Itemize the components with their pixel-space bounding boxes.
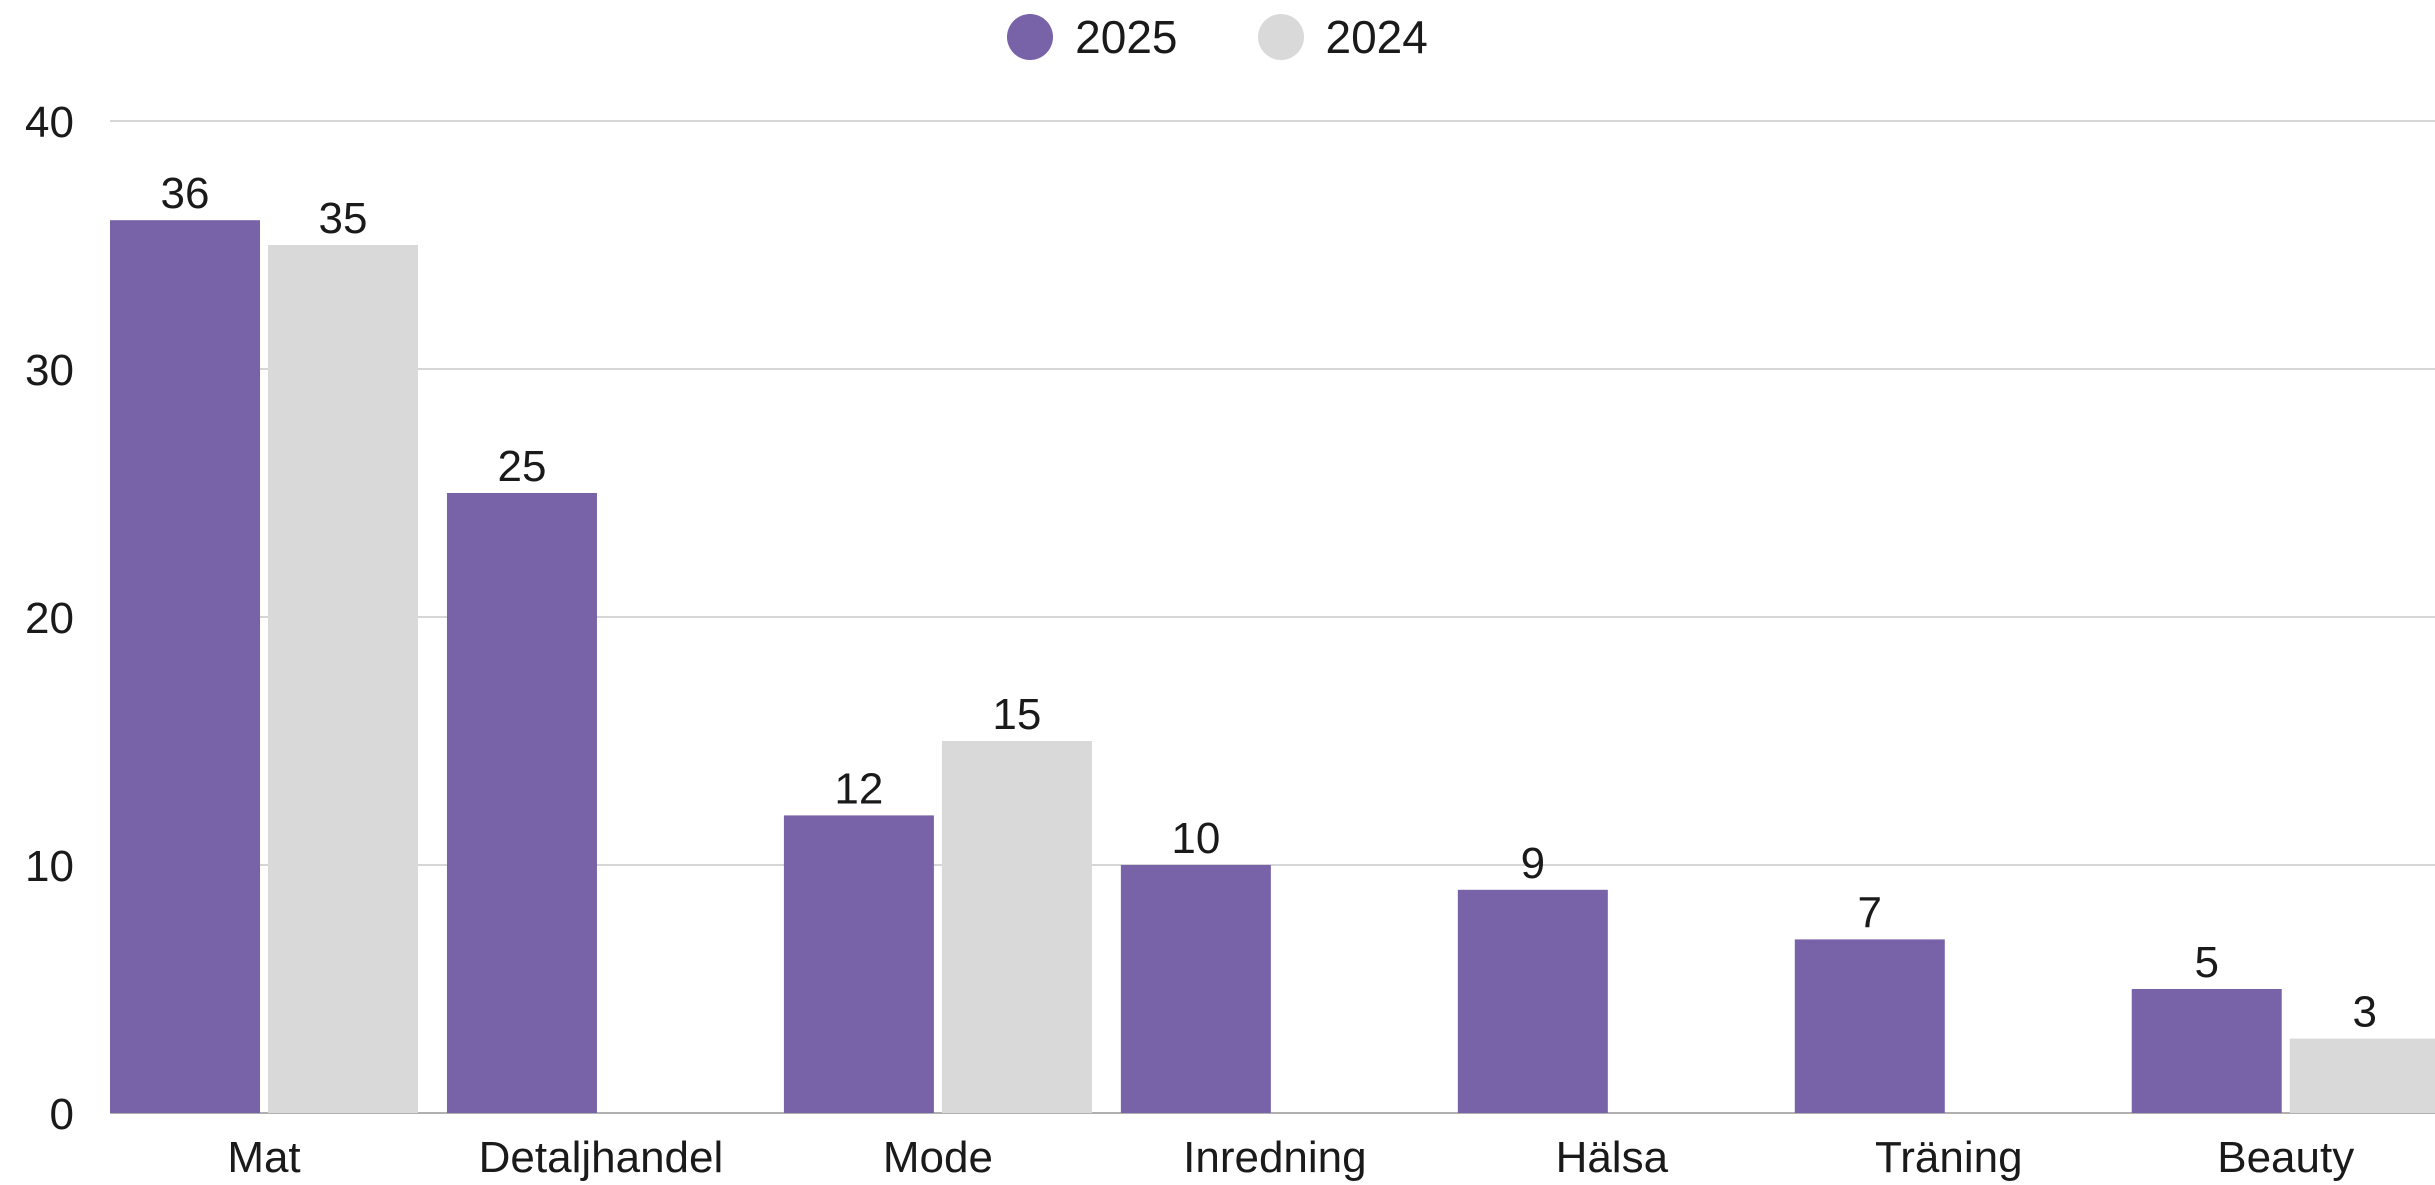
legend: 2025 2024 [0,10,2435,64]
bar-2025-Mode [783,815,934,1113]
x-tick-label: Mat [227,1133,300,1182]
y-tick-label: 10 [25,842,74,891]
y-tick-label: 20 [25,594,74,643]
y-tick-label: 0 [50,1090,74,1139]
y-tick-label: 30 [25,346,74,395]
legend-item-2024[interactable]: 2024 [1257,10,1428,64]
x-tick-label: Detaljhandel [479,1133,724,1182]
bar-2025-Träning [1794,939,1945,1113]
bar-2025-Beauty [2131,989,2282,1113]
x-tick-label: Träning [1875,1133,2023,1182]
bar-2025-Inredning [1120,865,1271,1113]
bar-2024-Mat [268,245,418,1113]
data-label: 25 [497,442,546,491]
data-label: 3 [2352,988,2376,1037]
legend-swatch-2024 [1257,14,1304,60]
bar-2024-Mode [941,741,1092,1113]
bar-2025-Hälsa [1457,889,1608,1113]
data-label: 12 [834,764,883,813]
legend-item-2025[interactable]: 2025 [1007,10,1178,64]
legend-swatch-2025 [1007,14,1054,60]
x-tick-label: Beauty [2217,1133,2354,1182]
x-tick-label: Mode [883,1133,993,1182]
data-label: 36 [161,169,210,218]
legend-label-2025: 2025 [1075,11,1178,63]
data-label: 15 [992,690,1041,739]
data-label: 5 [2194,938,2218,987]
bar-2025-Detaljhandel [446,493,597,1113]
x-tick-label: Hälsa [1556,1133,1669,1182]
y-tick-label: 40 [25,98,74,147]
data-label: 7 [1858,888,1882,937]
bar-2024-Beauty [2289,1038,2435,1113]
legend-label-2024: 2024 [1325,11,1428,63]
bar-2025-Mat [110,220,260,1113]
data-label: 9 [1521,839,1545,888]
data-label: 35 [319,194,368,243]
x-tick-label: Inredning [1183,1133,1366,1182]
data-label: 10 [1171,814,1220,863]
